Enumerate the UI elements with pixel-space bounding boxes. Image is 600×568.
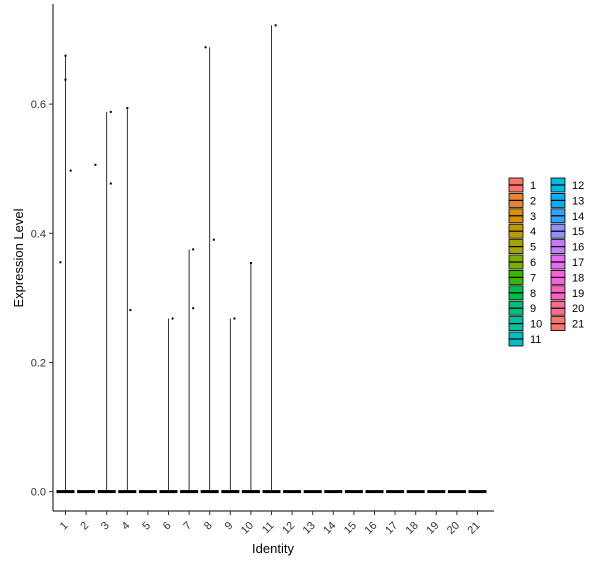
- x-tick-label: 18: [404, 520, 421, 537]
- data-point-8-13: [212, 238, 215, 241]
- data-point-4-7: [126, 107, 129, 109]
- data-point-10-15: [249, 262, 252, 264]
- legend-label-18: 18: [572, 272, 584, 284]
- x-tick-label: 1: [58, 520, 71, 533]
- data-point-1-0: [59, 261, 62, 264]
- legend-label-6: 6: [530, 257, 536, 269]
- violin-body-21: [468, 490, 487, 494]
- x-tick-label: 11: [260, 520, 277, 537]
- data-point-3-6: [109, 182, 112, 185]
- violin-body-16: [365, 490, 384, 494]
- violin-body-17: [386, 490, 405, 494]
- data-point-8-12: [204, 46, 207, 49]
- legend-label-8: 8: [530, 288, 536, 300]
- data-point-4-8: [129, 309, 132, 312]
- x-tick-label: 13: [301, 520, 318, 537]
- y-tick-label: 0.6: [31, 99, 46, 111]
- legend-label-5: 5: [530, 242, 536, 254]
- violin-body-13: [303, 490, 322, 494]
- legend-label-11: 11: [530, 334, 541, 346]
- legend-label-13: 13: [572, 195, 584, 207]
- x-tick-label: 12: [280, 520, 297, 537]
- data-point-1-3: [69, 169, 72, 172]
- plot-area: [56, 24, 487, 494]
- x-tick-label: 5: [140, 520, 153, 533]
- x-tick-label: 8: [202, 520, 215, 533]
- x-tick-label: 4: [120, 520, 133, 533]
- legend-label-14: 14: [572, 211, 584, 223]
- violin-body-2: [77, 490, 96, 494]
- violin-body-5: [138, 490, 157, 494]
- data-point-3-5: [109, 110, 112, 113]
- legend-label-4: 4: [530, 226, 536, 238]
- data-point-2-4: [94, 163, 97, 166]
- x-tick-label: 3: [99, 520, 112, 533]
- data-point-1-1: [64, 54, 67, 57]
- legend-label-1: 1: [530, 180, 536, 192]
- legend-label-12: 12: [572, 180, 584, 192]
- x-tick-label: 9: [223, 520, 236, 533]
- violin-body-12: [283, 490, 302, 494]
- violin-body-20: [447, 490, 466, 494]
- x-tick-label: 10: [239, 520, 256, 537]
- violin-body-19: [427, 490, 446, 494]
- x-tick-label: 6: [161, 520, 174, 533]
- data-point-7-10: [192, 248, 195, 251]
- x-tick-label: 7: [181, 520, 194, 533]
- data-point-11-16: [274, 24, 277, 27]
- legend-label-16: 16: [572, 242, 584, 254]
- x-tick-label: 19: [424, 520, 441, 537]
- legend-label-17: 17: [572, 257, 584, 269]
- x-tick-label: 2: [78, 520, 91, 533]
- x-axis-ticks: 1 2 3 4 5 6 7 8 9 10 11 12 13 14 15 16 17 18 19 20 21: [58, 511, 483, 537]
- legend-label-21: 21: [572, 319, 584, 331]
- legend-label-20: 20: [572, 303, 584, 315]
- data-point-1-2: [64, 78, 67, 81]
- violin-body-18: [406, 490, 425, 494]
- legend-label-3: 3: [530, 211, 536, 223]
- legend-label-9: 9: [530, 303, 536, 315]
- legend-label-7: 7: [530, 272, 536, 284]
- y-tick-label: 0.2: [31, 357, 46, 369]
- data-point-6-9: [171, 317, 174, 320]
- x-tick-label: 21: [465, 520, 482, 537]
- y-axis-ticks: 0.0 0.2 0.4 0.6: [31, 99, 53, 499]
- legend-label-2: 2: [530, 195, 536, 207]
- data-point-7-11: [192, 307, 195, 310]
- violin-body-14: [324, 490, 343, 494]
- legend-label-19: 19: [572, 288, 584, 300]
- x-tick-label: 17: [383, 520, 400, 537]
- x-tick-label: 16: [362, 520, 379, 537]
- violin-body-15: [344, 490, 363, 494]
- legend-label-15: 15: [572, 226, 584, 238]
- x-tick-label: 14: [321, 520, 338, 537]
- y-tick-label: 0.0: [31, 487, 46, 499]
- y-tick-label: 0.4: [31, 228, 46, 240]
- legend-label-10: 10: [530, 319, 542, 331]
- data-point-9-14: [233, 317, 236, 320]
- x-tick-label: 15: [342, 520, 359, 537]
- y-axis-title: Expression Level: [11, 208, 26, 307]
- x-tick-label: 20: [445, 520, 462, 537]
- x-axis-title: Identity: [252, 541, 294, 556]
